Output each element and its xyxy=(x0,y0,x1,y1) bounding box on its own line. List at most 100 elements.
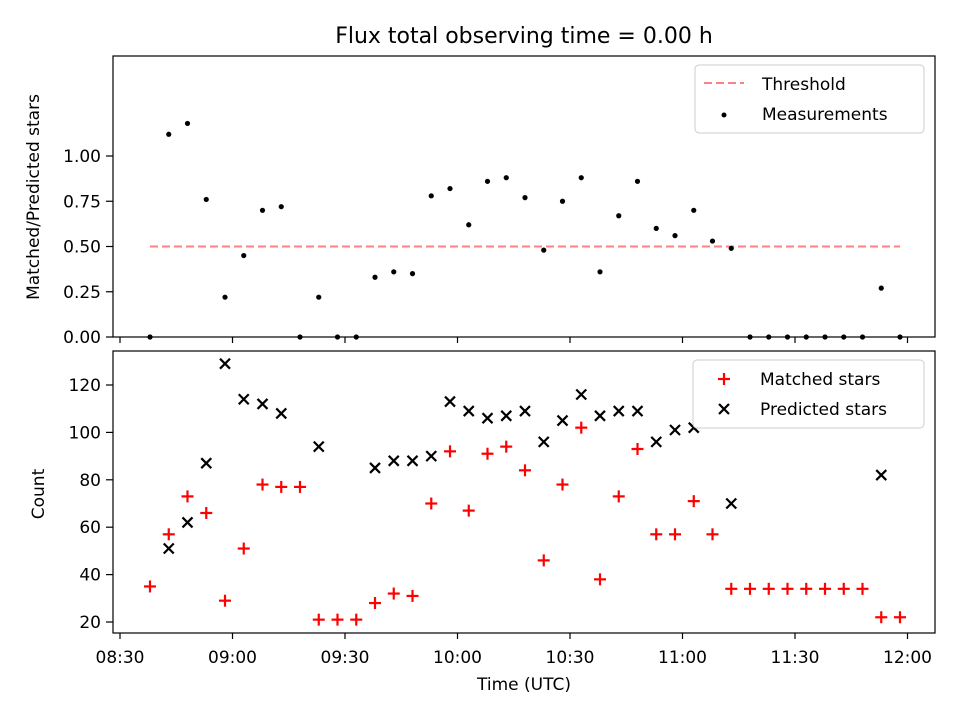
y-tick-label: 80 xyxy=(79,471,101,491)
chart-title: Flux total observing time = 0.00 h xyxy=(335,24,713,49)
predicted-star-point xyxy=(256,398,269,410)
predicted-star-point xyxy=(612,405,625,417)
count-legend: Matched stars Predicted stars xyxy=(692,359,925,429)
predicted-star-point xyxy=(462,405,475,417)
matched-star-point xyxy=(481,447,494,460)
x-tick-label: 10:00 xyxy=(433,648,482,668)
x-tick-label: 09:30 xyxy=(321,648,370,668)
x-tick-label: 10:30 xyxy=(546,648,595,668)
ratio-panel: Flux total observing time = 0.00 h 0.00 0… xyxy=(24,24,936,348)
matched-star-point xyxy=(144,580,156,593)
matched-star-point xyxy=(237,542,250,555)
predicted-star-point xyxy=(537,436,550,448)
matched-star-point xyxy=(800,582,813,595)
matched-star-point xyxy=(762,582,775,595)
legend-measurements-label: Measurements xyxy=(762,105,888,125)
matched-star-point xyxy=(219,594,231,607)
y-tick-label: 0.00 xyxy=(63,328,101,348)
ratio-legend: Threshold Measurements xyxy=(694,64,925,134)
matched-star-point xyxy=(331,613,344,626)
matched-star-point xyxy=(369,597,381,610)
legend-measurements-swatch xyxy=(721,112,727,118)
y-tick-label: 20 xyxy=(79,613,101,633)
measurement-point xyxy=(709,238,716,244)
predicted-star-point xyxy=(725,497,738,510)
matched-star-point xyxy=(350,613,363,626)
matched-star-point xyxy=(837,582,850,595)
matched-star-point xyxy=(819,582,831,595)
x-axis-label: Time (UTC) xyxy=(476,675,571,695)
y-tick-label: 100 xyxy=(69,423,101,443)
measurement-point xyxy=(241,252,247,259)
predicted-star-point xyxy=(669,424,681,436)
matched-star-point xyxy=(706,528,719,541)
measurement-point xyxy=(372,274,378,280)
matched-star-point xyxy=(575,421,588,434)
legend-predicted-label: Predicted stars xyxy=(760,400,887,420)
measurement-point xyxy=(391,269,397,275)
count-marks xyxy=(144,357,906,626)
ratio-y-axis-label: Matched/Predicted stars xyxy=(24,94,44,300)
count-legend-box xyxy=(692,359,925,429)
x-tick-label: 11:30 xyxy=(771,648,820,668)
ratio-axes-frame xyxy=(112,55,936,338)
matched-star-point xyxy=(519,464,531,477)
measurement-point xyxy=(222,294,228,300)
predicted-star-point xyxy=(406,455,419,467)
ratio-x-ticks xyxy=(119,337,909,343)
predicted-star-point xyxy=(519,405,531,417)
count-y-ticks: 20 40 60 80 100 120 xyxy=(69,376,113,633)
measurement-point xyxy=(559,198,566,204)
matched-star-point xyxy=(631,442,644,455)
matched-star-point xyxy=(594,573,606,586)
y-tick-label: 40 xyxy=(79,566,101,586)
y-tick-label: 60 xyxy=(79,518,101,538)
matched-star-point xyxy=(444,445,456,458)
measurement-point xyxy=(522,195,528,201)
measurement-point xyxy=(203,196,209,203)
predicted-star-point xyxy=(481,412,494,424)
legend-matched-swatch xyxy=(718,373,730,385)
measurement-point xyxy=(316,294,322,300)
matched-star-point xyxy=(612,490,625,503)
measurement-point xyxy=(541,247,547,253)
measurement-point xyxy=(466,222,472,228)
count-y-axis-label: Count xyxy=(29,468,49,519)
predicted-star-point xyxy=(162,542,175,555)
predicted-star-point xyxy=(200,457,213,469)
y-tick-label: 0.75 xyxy=(63,192,101,212)
predicted-star-point xyxy=(312,440,325,453)
matched-star-point xyxy=(669,528,681,541)
measurement-point xyxy=(672,233,678,239)
measurement-point xyxy=(166,131,172,137)
matched-star-point xyxy=(650,528,663,541)
predicted-star-point xyxy=(275,407,288,420)
predicted-star-point xyxy=(369,462,381,474)
measurement-point xyxy=(428,193,434,199)
ratio-y-ticks: 0.00 0.25 0.50 0.75 1.00 xyxy=(63,147,113,348)
predicted-star-point xyxy=(556,414,569,427)
measurement-point xyxy=(878,285,884,291)
matched-star-point xyxy=(744,582,756,595)
matched-star-point xyxy=(462,504,475,517)
predicted-star-point xyxy=(444,395,456,408)
y-tick-label: 0.50 xyxy=(63,238,101,258)
measurement-point xyxy=(447,185,453,192)
measurement-point xyxy=(503,175,509,181)
measurement-point xyxy=(597,269,603,275)
y-tick-label: 120 xyxy=(69,376,101,396)
measurement-point xyxy=(728,245,734,251)
predicted-star-point xyxy=(631,405,644,417)
matched-star-point xyxy=(875,611,888,624)
x-tick-label: 08:30 xyxy=(96,648,145,668)
y-tick-label: 1.00 xyxy=(63,147,101,167)
legend-matched-label: Matched stars xyxy=(760,370,880,390)
measurement-point xyxy=(634,178,641,184)
measurement-point xyxy=(691,207,697,213)
count-x-ticks: 08:30 09:00 09:30 10:00 10:30 11:00 11:30 12:00 xyxy=(96,633,932,668)
predicted-star-point xyxy=(237,393,250,405)
matched-star-point xyxy=(894,611,906,624)
matched-star-point xyxy=(275,480,288,493)
measurement-point xyxy=(278,204,284,210)
predicted-star-point xyxy=(387,455,400,467)
